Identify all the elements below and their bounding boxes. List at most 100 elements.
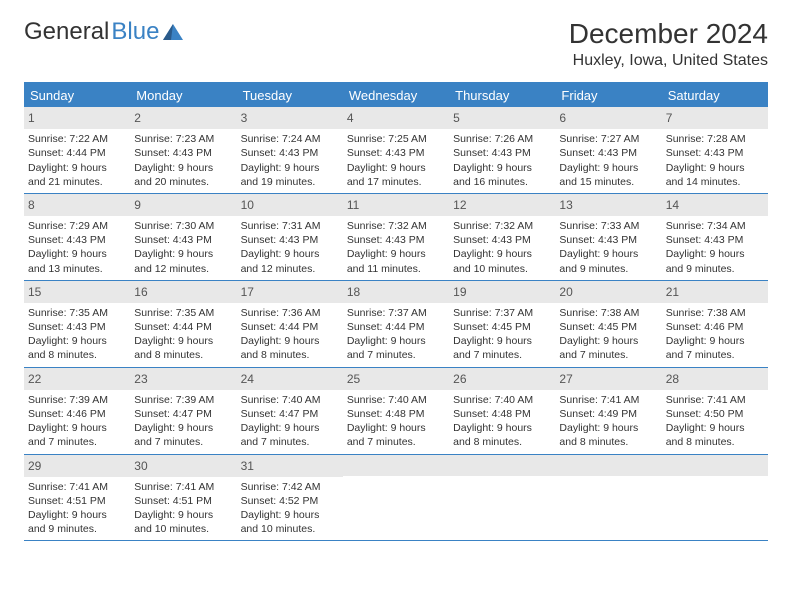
sunset-line: Sunset: 4:43 PM [666, 146, 764, 160]
day-header: Tuesday [237, 84, 343, 107]
sunset-line: Sunset: 4:43 PM [28, 320, 126, 334]
sunrise-line: Sunrise: 7:24 AM [241, 132, 339, 146]
daylight-line: Daylight: 9 hours and 21 minutes. [28, 161, 126, 189]
sunset-line: Sunset: 4:51 PM [134, 494, 232, 508]
day-number: 31 [237, 455, 343, 477]
sunset-line: Sunset: 4:48 PM [347, 407, 445, 421]
day-number: 19 [449, 281, 555, 303]
sunrise-line: Sunrise: 7:26 AM [453, 132, 551, 146]
daylight-line: Daylight: 9 hours and 11 minutes. [347, 247, 445, 275]
day-number: 1 [24, 107, 130, 129]
day-number: 14 [662, 194, 768, 216]
sunrise-line: Sunrise: 7:40 AM [241, 393, 339, 407]
day-number: 2 [130, 107, 236, 129]
day-number: 16 [130, 281, 236, 303]
day-number: 15 [24, 281, 130, 303]
day-number: 30 [130, 455, 236, 477]
day-cell: 24Sunrise: 7:40 AMSunset: 4:47 PMDayligh… [237, 368, 343, 454]
day-cell: 14Sunrise: 7:34 AMSunset: 4:43 PMDayligh… [662, 194, 768, 280]
month-title: December 2024 [569, 18, 768, 50]
day-number: 26 [449, 368, 555, 390]
sunset-line: Sunset: 4:43 PM [453, 146, 551, 160]
sunset-line: Sunset: 4:44 PM [134, 320, 232, 334]
daylight-line: Daylight: 9 hours and 7 minutes. [347, 334, 445, 362]
week-row: 1Sunrise: 7:22 AMSunset: 4:44 PMDaylight… [24, 107, 768, 194]
sunrise-line: Sunrise: 7:40 AM [453, 393, 551, 407]
sunset-line: Sunset: 4:43 PM [559, 233, 657, 247]
day-cell: 31 Sunrise: 7:42 AMSunset: 4:52 PMDayligh… [237, 455, 343, 541]
daylight-line: Daylight: 9 hours and 7 minutes. [134, 421, 232, 449]
daylight-line: Daylight: 9 hours and 9 minutes. [28, 508, 126, 536]
day-cell [449, 455, 555, 541]
day-header: Monday [130, 84, 236, 107]
day-number: 12 [449, 194, 555, 216]
sunset-line: Sunset: 4:43 PM [666, 233, 764, 247]
logo: GeneralBlue [24, 18, 183, 46]
week-row: 15 Sunrise: 7:35 AMSunset: 4:43 PM Dayligh… [24, 281, 768, 368]
day-number: 7 [662, 107, 768, 129]
sunrise-line: Sunrise: 7:25 AM [347, 132, 445, 146]
sunrise-line: Sunrise: 7:41 AM [28, 480, 126, 494]
daylight-line: Daylight: 9 hours and 19 minutes. [241, 161, 339, 189]
day-number: 24 [237, 368, 343, 390]
day-number: 3 [237, 107, 343, 129]
day-cell: 20 Sunrise: 7:38 AMSunset: 4:45 PMDayligh… [555, 281, 661, 367]
empty-day [343, 455, 449, 476]
sunset-line: Sunset: 4:45 PM [559, 320, 657, 334]
day-cell: 8Sunrise: 7:29 AMSunset: 4:43 PMDaylight… [24, 194, 130, 280]
sunrise-line: Sunrise: 7:38 AM [666, 306, 764, 320]
day-cell: 11Sunrise: 7:32 AMSunset: 4:43 PMDayligh… [343, 194, 449, 280]
sunrise-line: Sunrise: 7:37 AM [453, 306, 551, 320]
day-cell: 19 Sunrise: 7:37 AMSunset: 4:45 PMDayligh… [449, 281, 555, 367]
calendar: SundayMondayTuesdayWednesdayThursdayFrid… [24, 82, 768, 541]
day-cell: 25Sunrise: 7:40 AMSunset: 4:48 PMDayligh… [343, 368, 449, 454]
sunset-line: Sunset: 4:44 PM [347, 320, 445, 334]
sunrise-line: Sunrise: 7:28 AM [666, 132, 764, 146]
logo-mark-icon [163, 24, 183, 40]
sunrise-line: Sunrise: 7:37 AM [347, 306, 445, 320]
daylight-line: Daylight: 9 hours and 13 minutes. [28, 247, 126, 275]
sunset-line: Sunset: 4:52 PM [241, 494, 339, 508]
day-cell: 10Sunrise: 7:31 AMSunset: 4:43 PMDayligh… [237, 194, 343, 280]
sunrise-line: Sunrise: 7:23 AM [134, 132, 232, 146]
sunrise-line: Sunrise: 7:34 AM [666, 219, 764, 233]
day-cell: 9Sunrise: 7:30 AMSunset: 4:43 PMDaylight… [130, 194, 236, 280]
day-number: 9 [130, 194, 236, 216]
week-row: 8Sunrise: 7:29 AMSunset: 4:43 PMDaylight… [24, 194, 768, 281]
day-header-row: SundayMondayTuesdayWednesdayThursdayFrid… [24, 84, 768, 107]
daylight-line: Daylight: 9 hours and 7 minutes. [453, 334, 551, 362]
day-number: 6 [555, 107, 661, 129]
day-number: 5 [449, 107, 555, 129]
sunset-line: Sunset: 4:45 PM [453, 320, 551, 334]
sunrise-line: Sunrise: 7:35 AM [28, 306, 126, 320]
sunrise-line: Sunrise: 7:39 AM [28, 393, 126, 407]
day-cell: 12Sunrise: 7:32 AMSunset: 4:43 PMDayligh… [449, 194, 555, 280]
sunset-line: Sunset: 4:44 PM [241, 320, 339, 334]
day-number: 18 [343, 281, 449, 303]
day-number: 22 [24, 368, 130, 390]
daylight-line: Daylight: 9 hours and 8 minutes. [666, 421, 764, 449]
day-cell: 30 Sunrise: 7:41 AMSunset: 4:51 PMDayligh… [130, 455, 236, 541]
daylight-line: Daylight: 9 hours and 8 minutes. [453, 421, 551, 449]
sunset-line: Sunset: 4:43 PM [453, 233, 551, 247]
day-cell: 16Sunrise: 7:35 AMSunset: 4:44 PMDayligh… [130, 281, 236, 367]
sunrise-line: Sunrise: 7:27 AM [559, 132, 657, 146]
sunrise-line: Sunrise: 7:41 AM [134, 480, 232, 494]
day-cell: 2Sunrise: 7:23 AMSunset: 4:43 PMDaylight… [130, 107, 236, 193]
sunrise-line: Sunrise: 7:31 AM [241, 219, 339, 233]
day-number: 25 [343, 368, 449, 390]
daylight-line: Daylight: 9 hours and 10 minutes. [134, 508, 232, 536]
day-header: Thursday [449, 84, 555, 107]
sunrise-line: Sunrise: 7:39 AM [134, 393, 232, 407]
sunrise-line: Sunrise: 7:38 AM [559, 306, 657, 320]
sunrise-line: Sunrise: 7:42 AM [241, 480, 339, 494]
daylight-line: Daylight: 9 hours and 7 minutes. [559, 334, 657, 362]
sunrise-line: Sunrise: 7:40 AM [347, 393, 445, 407]
daylight-line: Daylight: 9 hours and 17 minutes. [347, 161, 445, 189]
day-cell: 28Sunrise: 7:41 AMSunset: 4:50 PMDayligh… [662, 368, 768, 454]
week-row: 22Sunrise: 7:39 AMSunset: 4:46 PMDayligh… [24, 368, 768, 455]
sunrise-line: Sunrise: 7:32 AM [453, 219, 551, 233]
sunrise-line: Sunrise: 7:41 AM [666, 393, 764, 407]
daylight-line: Daylight: 9 hours and 10 minutes. [241, 508, 339, 536]
day-number: 20 [555, 281, 661, 303]
